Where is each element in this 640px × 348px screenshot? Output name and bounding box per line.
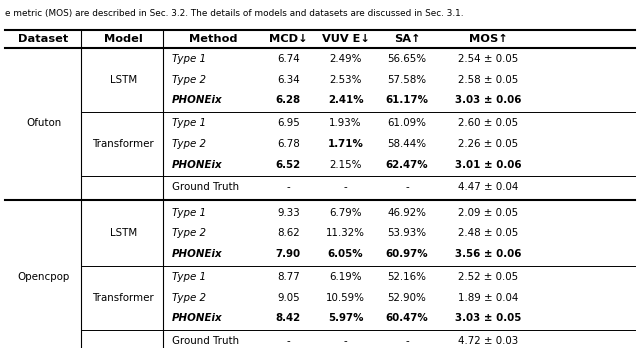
Text: Type 2: Type 2 [172,228,205,238]
Text: 6.79%: 6.79% [330,208,362,218]
Text: 8.42: 8.42 [276,313,301,323]
Text: 6.52: 6.52 [276,160,301,170]
Text: 9.33: 9.33 [277,208,300,218]
Text: 2.49%: 2.49% [330,54,362,64]
Text: 2.52 ± 0.05: 2.52 ± 0.05 [458,272,518,282]
Text: -: - [405,336,409,346]
Text: 4.47 ± 0.04: 4.47 ± 0.04 [458,182,518,192]
Text: 6.28: 6.28 [276,95,301,105]
Text: 2.26 ± 0.05: 2.26 ± 0.05 [458,139,518,149]
Text: PHONEix: PHONEix [172,249,222,259]
Text: 10.59%: 10.59% [326,293,365,303]
Text: 2.09 ± 0.05: 2.09 ± 0.05 [458,208,518,218]
Text: 2.60 ± 0.05: 2.60 ± 0.05 [458,118,518,128]
Text: 3.03 ± 0.06: 3.03 ± 0.06 [455,95,522,105]
Text: Ground Truth: Ground Truth [172,336,239,346]
Text: 5.97%: 5.97% [328,313,364,323]
Text: 6.05%: 6.05% [328,249,364,259]
Text: Method: Method [189,34,237,44]
Text: 58.44%: 58.44% [387,139,427,149]
Text: -: - [344,182,348,192]
Text: Type 1: Type 1 [172,208,205,218]
Text: 60.47%: 60.47% [386,313,428,323]
Text: 1.71%: 1.71% [328,139,364,149]
Text: 2.54 ± 0.05: 2.54 ± 0.05 [458,54,518,64]
Text: 2.48 ± 0.05: 2.48 ± 0.05 [458,228,518,238]
Text: 6.19%: 6.19% [330,272,362,282]
Text: 6.34: 6.34 [277,75,300,85]
Text: 2.58 ± 0.05: 2.58 ± 0.05 [458,75,518,85]
Text: 6.74: 6.74 [277,54,300,64]
Text: -: - [344,336,348,346]
Text: 11.32%: 11.32% [326,228,365,238]
Text: 3.56 ± 0.06: 3.56 ± 0.06 [455,249,522,259]
Text: e metric (MOS) are described in Sec. 3.2. The details of models and datasets are: e metric (MOS) are described in Sec. 3.2… [5,9,463,18]
Text: VUV E↓: VUV E↓ [322,34,369,44]
Text: 62.47%: 62.47% [386,160,428,170]
Text: 60.97%: 60.97% [386,249,428,259]
Text: 2.41%: 2.41% [328,95,364,105]
Text: Type 2: Type 2 [172,75,205,85]
Text: 8.77: 8.77 [277,272,300,282]
Text: SA↑: SA↑ [394,34,420,44]
Text: LSTM: LSTM [109,228,137,238]
Text: MOS↑: MOS↑ [469,34,508,44]
Text: 4.72 ± 0.03: 4.72 ± 0.03 [458,336,518,346]
Text: Model: Model [104,34,143,44]
Text: Type 2: Type 2 [172,139,205,149]
Text: 3.01 ± 0.06: 3.01 ± 0.06 [455,160,522,170]
Text: 57.58%: 57.58% [387,75,427,85]
Text: 46.92%: 46.92% [388,208,426,218]
Text: 61.09%: 61.09% [388,118,426,128]
Text: 2.53%: 2.53% [330,75,362,85]
Text: 9.05: 9.05 [277,293,300,303]
Text: Opencpop: Opencpop [17,272,70,282]
Text: LSTM: LSTM [109,75,137,85]
Text: Ground Truth: Ground Truth [172,182,239,192]
Text: MCD↓: MCD↓ [269,34,308,44]
Text: 7.90: 7.90 [276,249,301,259]
Text: -: - [287,182,290,192]
Text: 53.93%: 53.93% [387,228,427,238]
Text: Type 1: Type 1 [172,54,205,64]
Text: PHONEix: PHONEix [172,313,222,323]
Text: Dataset: Dataset [19,34,68,44]
Text: 56.65%: 56.65% [387,54,427,64]
Text: Type 2: Type 2 [172,293,205,303]
Text: Type 1: Type 1 [172,118,205,128]
Text: Ofuton: Ofuton [26,118,61,128]
Text: 8.62: 8.62 [277,228,300,238]
Text: PHONEix: PHONEix [172,160,222,170]
Text: Transformer: Transformer [92,293,154,303]
Text: PHONEix: PHONEix [172,95,222,105]
Text: 2.15%: 2.15% [330,160,362,170]
Text: 3.03 ± 0.05: 3.03 ± 0.05 [455,313,522,323]
Text: 52.90%: 52.90% [388,293,426,303]
Text: 6.95: 6.95 [277,118,300,128]
Text: Transformer: Transformer [92,139,154,149]
Text: 52.16%: 52.16% [388,272,426,282]
Text: 61.17%: 61.17% [385,95,429,105]
Text: -: - [405,182,409,192]
Text: -: - [287,336,290,346]
Text: 1.89 ± 0.04: 1.89 ± 0.04 [458,293,518,303]
Text: Type 1: Type 1 [172,272,205,282]
Text: 6.78: 6.78 [277,139,300,149]
Text: 1.93%: 1.93% [330,118,362,128]
